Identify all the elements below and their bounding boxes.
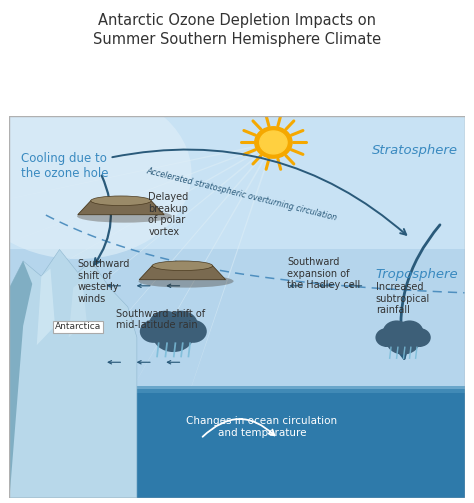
Circle shape	[260, 131, 287, 154]
Circle shape	[255, 127, 292, 158]
Polygon shape	[29, 154, 260, 343]
Bar	[9, 116, 465, 249]
Ellipse shape	[91, 196, 151, 206]
Circle shape	[375, 328, 398, 347]
Text: Accelerated stratospheric overturning circulation: Accelerated stratospheric overturning ci…	[145, 166, 338, 222]
Polygon shape	[74, 156, 263, 375]
Text: Antarctica: Antarctica	[55, 322, 101, 331]
Polygon shape	[181, 159, 269, 418]
Circle shape	[149, 311, 182, 339]
Circle shape	[408, 328, 431, 347]
Polygon shape	[69, 280, 87, 338]
Circle shape	[152, 317, 194, 352]
Text: Changes in ocean circulation
and temperature: Changes in ocean circulation and tempera…	[186, 416, 337, 438]
Polygon shape	[139, 266, 226, 280]
Circle shape	[140, 320, 167, 343]
Bar	[385, 339, 421, 347]
Circle shape	[180, 320, 207, 343]
Bar	[151, 332, 195, 343]
Text: Delayed
breakup
of polar
vortex: Delayed breakup of polar vortex	[148, 192, 189, 237]
Polygon shape	[0, 149, 255, 260]
Polygon shape	[125, 158, 265, 401]
Ellipse shape	[138, 275, 234, 288]
Polygon shape	[37, 269, 55, 345]
Text: Southward
shift of
westerly
winds: Southward shift of westerly winds	[78, 259, 130, 304]
Bar	[9, 116, 465, 391]
Text: Southward
expansion of
the Hadley cell: Southward expansion of the Hadley cell	[287, 257, 360, 290]
Circle shape	[164, 311, 198, 339]
Bar	[9, 389, 465, 498]
Text: Stratosphere: Stratosphere	[372, 143, 458, 156]
Text: Increased
subtropical
rainfall: Increased subtropical rainfall	[376, 282, 430, 315]
Text: Southward shift of
mid-latitude rain: Southward shift of mid-latitude rain	[117, 309, 206, 330]
Circle shape	[383, 320, 410, 344]
Polygon shape	[0, 152, 257, 304]
Polygon shape	[9, 249, 137, 498]
Circle shape	[386, 325, 420, 355]
Polygon shape	[0, 146, 254, 213]
Bar	[9, 386, 465, 393]
Ellipse shape	[0, 87, 191, 259]
Polygon shape	[78, 201, 164, 215]
Text: Cooling due to
the ozone hole: Cooling due to the ozone hole	[21, 152, 109, 180]
Polygon shape	[9, 261, 32, 498]
Text: Antarctic Ozone Depletion Impacts on
Summer Southern Hemisphere Climate: Antarctic Ozone Depletion Impacts on Sum…	[93, 13, 381, 47]
Ellipse shape	[77, 210, 172, 223]
Text: Troposphere: Troposphere	[375, 268, 458, 281]
Circle shape	[396, 320, 423, 344]
Ellipse shape	[152, 261, 213, 271]
